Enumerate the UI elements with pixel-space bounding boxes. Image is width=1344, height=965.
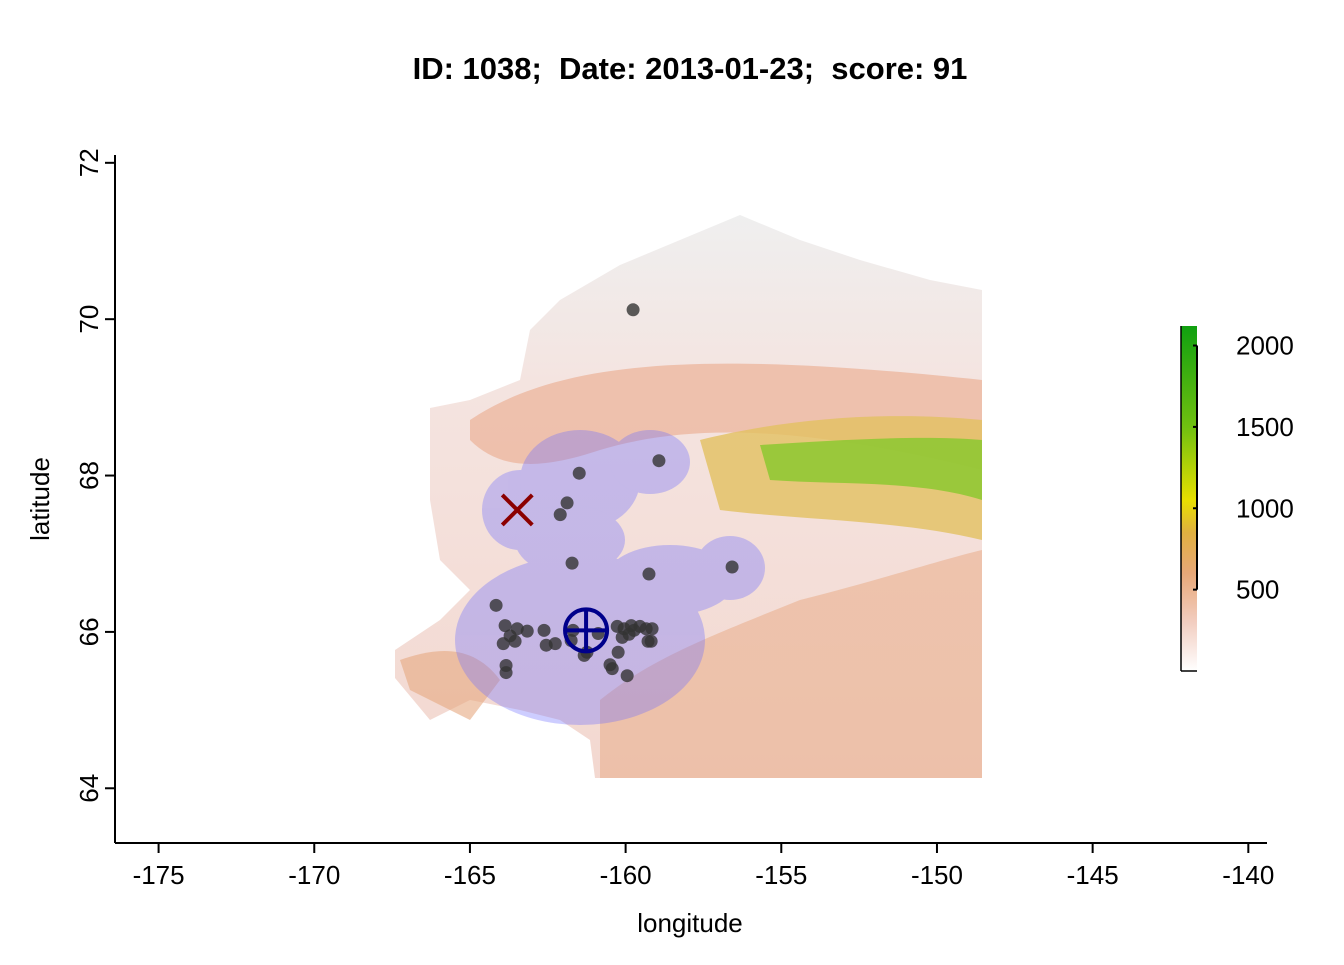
point — [572, 466, 586, 480]
density-area — [455, 430, 765, 725]
point — [622, 627, 636, 641]
point — [548, 637, 562, 651]
point — [603, 658, 617, 672]
axes — [114, 155, 1267, 844]
x-tick-label: -165 — [444, 860, 496, 890]
terrain — [395, 215, 982, 778]
y-tick-label: 68 — [74, 461, 104, 490]
marker-cross — [500, 493, 534, 527]
point — [510, 622, 524, 636]
marker-stroke — [565, 609, 608, 652]
point — [499, 666, 513, 680]
point — [641, 634, 655, 648]
marker-circled-plus — [563, 607, 610, 654]
point — [626, 303, 640, 317]
point — [496, 637, 510, 651]
point — [489, 598, 503, 612]
x-tick-label: -170 — [288, 860, 340, 890]
point — [565, 556, 579, 570]
y-tick-label: 66 — [74, 617, 104, 646]
y-tick-label: 72 — [74, 148, 104, 177]
x-tick-label: -155 — [755, 860, 807, 890]
point — [537, 623, 551, 637]
point — [652, 454, 666, 468]
x-axis-label: longitude — [637, 908, 743, 938]
point — [498, 619, 512, 633]
colorbar-tick-label: 1000 — [1236, 493, 1294, 523]
x-tick-label: -160 — [600, 860, 652, 890]
point — [553, 508, 567, 522]
y-axis-label: latitude — [25, 457, 55, 541]
y-tick-label: 64 — [74, 774, 104, 803]
point — [560, 496, 574, 510]
point — [508, 634, 522, 648]
colorbar-tick-label: 500 — [1236, 575, 1279, 605]
colorbar — [1181, 326, 1197, 671]
marker-stroke — [500, 493, 534, 527]
point — [645, 622, 659, 636]
point — [611, 645, 625, 659]
x-tick-label: -150 — [911, 860, 963, 890]
point — [642, 567, 656, 581]
colorbar-tick-label: 1500 — [1236, 412, 1294, 442]
chart-title: ID: 1038; Date: 2013-01-23; score: 91 — [413, 51, 968, 86]
x-tick-label: -140 — [1222, 860, 1274, 890]
point — [520, 624, 534, 638]
y-tick-label: 70 — [74, 305, 104, 334]
point — [725, 560, 739, 574]
x-tick-label: -145 — [1067, 860, 1119, 890]
x-tick-label: -175 — [133, 860, 185, 890]
colorbar-tick-label: 2000 — [1236, 331, 1294, 361]
point — [620, 669, 634, 683]
